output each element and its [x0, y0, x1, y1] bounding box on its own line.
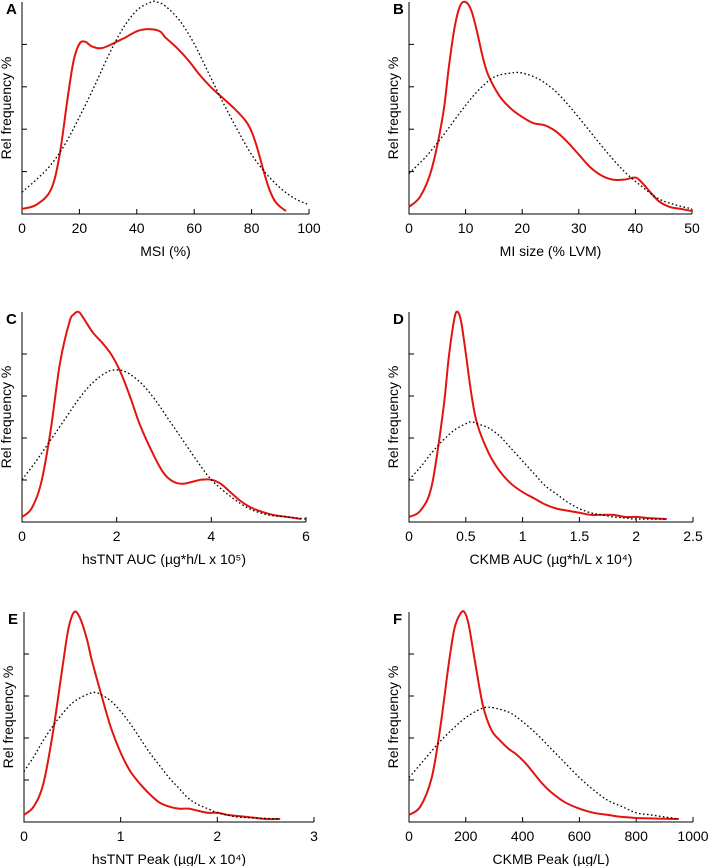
x-tick-label: 0 [20, 828, 28, 844]
x-tick-label: 20 [72, 220, 88, 236]
x-tick-label: 40 [129, 220, 145, 236]
panel-letter: F [393, 611, 402, 628]
panel-letter: E [8, 611, 18, 628]
panel-b: 0 10 20 30 40 50 B MI size (% LVM) Rel frequency… [385, 0, 700, 259]
y-axis-label: Rel frequency % [0, 366, 14, 469]
x-tick-label: 30 [571, 220, 587, 236]
x-tick-label: 1 [519, 528, 527, 544]
x-tick-label: 20 [514, 220, 530, 236]
x-tick-label: 3 [310, 828, 318, 844]
x-axis-label: CKMB Peak (µg/L) [493, 851, 610, 866]
y-axis-label: Rel frequency % [0, 57, 14, 160]
observed-distribution-line [21, 310, 302, 520]
panel-letter: C [6, 311, 17, 328]
x-tick-label: 60 [186, 220, 202, 236]
x-tick-label: 400 [511, 828, 535, 844]
normal-fit-line [21, 369, 307, 520]
panel-d: 0 0.5 1 1.5 2 2.5 D CKMB AUC (µg*h/L x 10⁴) Rel … [385, 310, 703, 567]
x-tick-label: 1 [117, 828, 125, 844]
x-tick-label: 0 [405, 828, 413, 844]
x-tick-label: 0 [405, 528, 413, 544]
x-tick-label: 800 [625, 828, 649, 844]
observed-distribution-line [21, 28, 287, 212]
panel-a: 0 20 40 60 80 100 A MSI (%) Rel frequency % [0, 0, 321, 259]
observed-distribution-line [408, 610, 679, 820]
x-axis-label: hsTNT AUC (µg*h/L x 10⁵) [82, 551, 246, 567]
x-axis-label: CKMB AUC (µg*h/L x 10⁴) [470, 551, 633, 567]
x-tick-label: 0 [405, 220, 413, 236]
normal-fit-line [23, 691, 281, 820]
x-tick-label: 10 [458, 220, 474, 236]
x-axis-label: MSI (%) [140, 243, 191, 259]
axis-lines [408, 2, 692, 215]
x-tick-label: 2.5 [683, 528, 703, 544]
x-tick-label: 0.5 [456, 528, 476, 544]
observed-distribution-line [408, 310, 667, 520]
x-tick-label: 6 [302, 528, 310, 544]
x-tick-label: 1000 [677, 828, 708, 844]
x-axis-label: hsTNT Peak (µg/L x 10⁴) [92, 851, 246, 866]
x-tick-label: 4 [207, 528, 215, 544]
x-tick-label: 80 [244, 220, 260, 236]
x-tick-label: 600 [568, 828, 592, 844]
x-tick-label: 2 [113, 528, 121, 544]
normal-fit-line [408, 421, 667, 520]
x-axis-label: MI size (% LVM) [500, 243, 602, 259]
normal-fit-line [408, 706, 679, 820]
x-tick-label: 1.5 [570, 528, 590, 544]
y-axis-label: Rel frequency % [0, 666, 16, 769]
panel-letter: A [6, 1, 17, 18]
panel-f: 0 200 400 600 800 1000 F CKMB Peak (µg/L) Rel fr… [385, 610, 709, 866]
x-tick-label: 0 [18, 220, 26, 236]
panel-letter: B [393, 1, 404, 18]
observed-distribution-line [23, 610, 281, 821]
observed-distribution-line [408, 0, 693, 212]
axis-lines [23, 612, 314, 823]
normal-fit-line [408, 71, 693, 210]
y-axis-label: Rel frequency % [385, 666, 401, 769]
y-axis-label: Rel frequency % [385, 57, 401, 160]
normal-fit-line [21, 0, 310, 206]
y-axis-label: Rel frequency % [385, 366, 401, 469]
x-tick-label: 0 [18, 528, 26, 544]
x-tick-label: 2 [632, 528, 640, 544]
panel-letter: D [393, 311, 404, 328]
x-tick-label: 200 [454, 828, 478, 844]
x-tick-label: 50 [684, 220, 700, 236]
x-tick-label: 100 [297, 220, 321, 236]
x-tick-label: 2 [213, 828, 221, 844]
x-tick-label: 40 [628, 220, 644, 236]
